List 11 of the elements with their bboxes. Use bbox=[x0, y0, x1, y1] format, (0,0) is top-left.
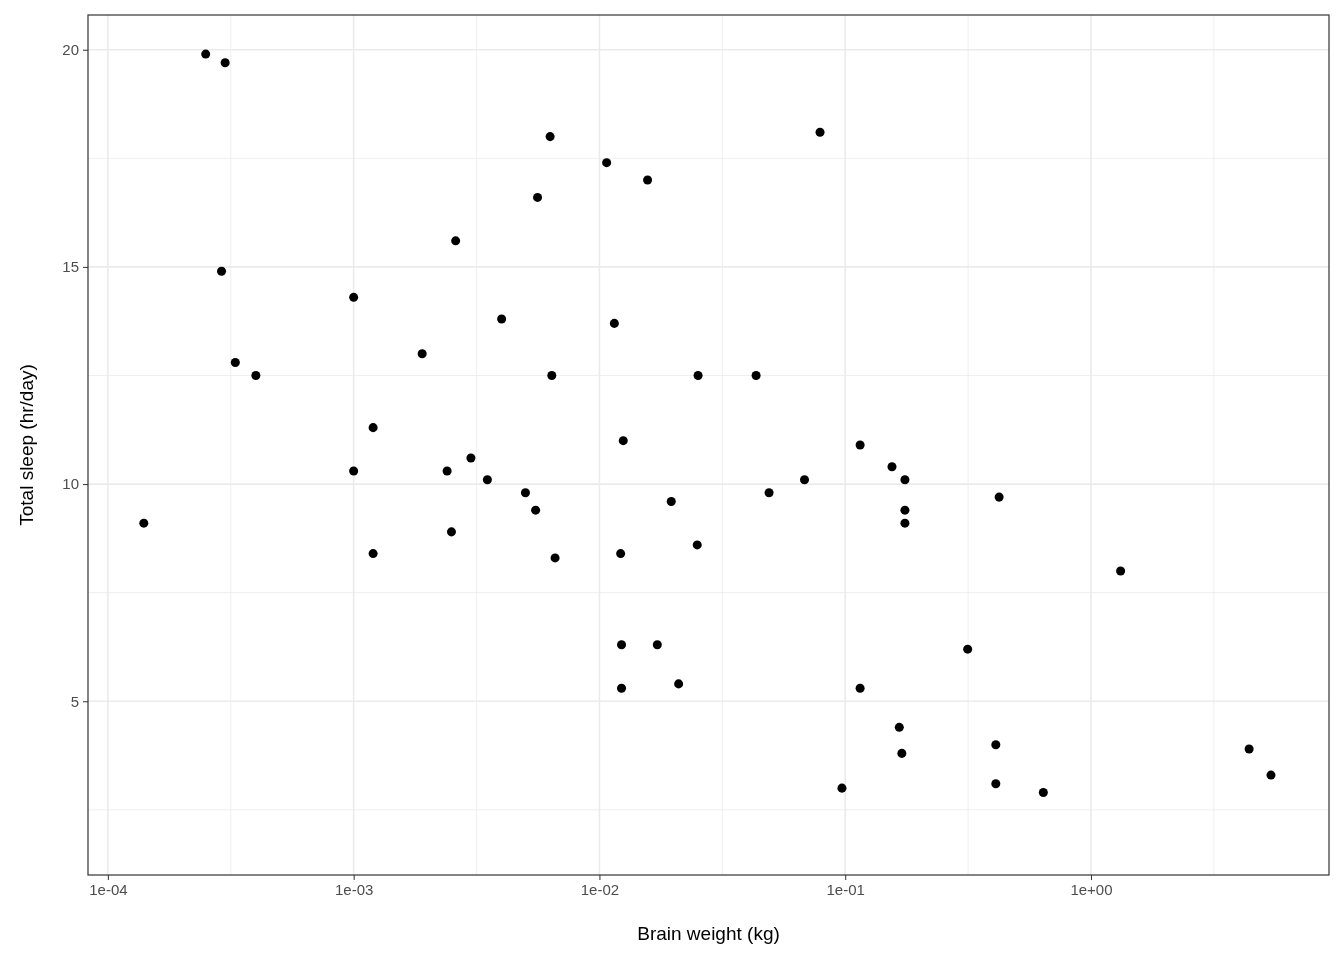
y-tick-label: 10 bbox=[62, 475, 79, 493]
y-axis-title: Total sleep (hr/day) bbox=[16, 364, 37, 526]
y-tick-label: 15 bbox=[62, 258, 79, 276]
x-tick-label: 1e-01 bbox=[826, 880, 865, 898]
x-tick-label: 1e-04 bbox=[89, 880, 128, 898]
y-tick-label: 20 bbox=[62, 41, 79, 59]
x-tick-label: 1e+00 bbox=[1070, 880, 1113, 898]
x-axis-title: Brain weight (kg) bbox=[637, 923, 780, 944]
y-tick-label: 5 bbox=[70, 692, 79, 710]
x-tick-label: 1e-03 bbox=[334, 880, 374, 898]
x-tick-label: 1e-02 bbox=[580, 880, 620, 898]
